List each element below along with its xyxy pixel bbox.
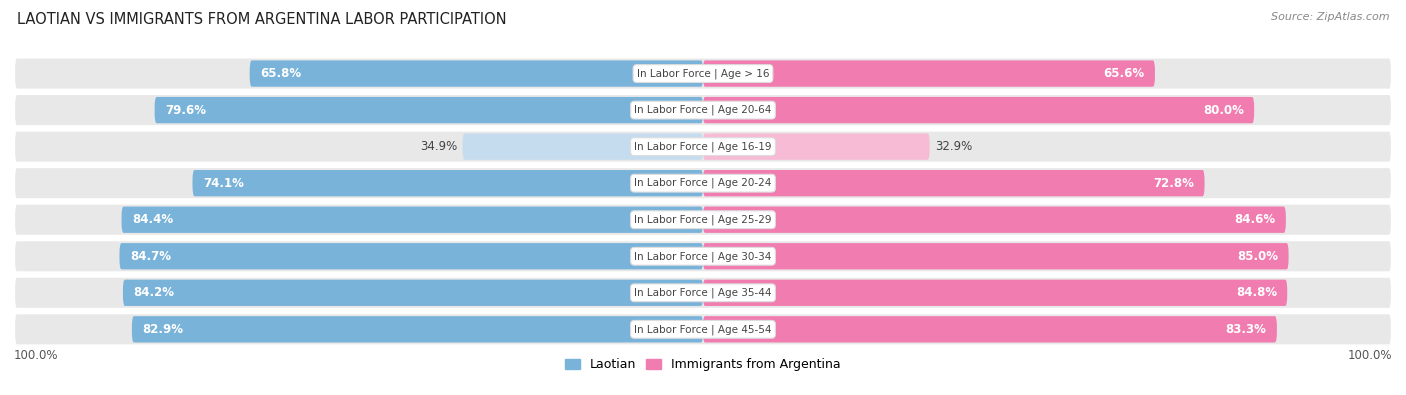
Text: 85.0%: 85.0%	[1237, 250, 1278, 263]
Text: 84.6%: 84.6%	[1234, 213, 1275, 226]
Text: 72.8%: 72.8%	[1153, 177, 1194, 190]
Text: 65.6%: 65.6%	[1104, 67, 1144, 80]
FancyBboxPatch shape	[703, 134, 929, 160]
Text: 84.2%: 84.2%	[134, 286, 174, 299]
Text: 84.8%: 84.8%	[1236, 286, 1277, 299]
FancyBboxPatch shape	[14, 240, 1392, 272]
Text: 82.9%: 82.9%	[142, 323, 183, 336]
FancyBboxPatch shape	[122, 280, 703, 306]
FancyBboxPatch shape	[703, 207, 1286, 233]
FancyBboxPatch shape	[14, 58, 1392, 90]
FancyBboxPatch shape	[155, 97, 703, 123]
FancyBboxPatch shape	[14, 131, 1392, 163]
Legend: Laotian, Immigrants from Argentina: Laotian, Immigrants from Argentina	[560, 354, 846, 376]
Text: In Labor Force | Age 20-24: In Labor Force | Age 20-24	[634, 178, 772, 188]
Text: 100.0%: 100.0%	[1347, 350, 1392, 363]
Text: In Labor Force | Age 45-54: In Labor Force | Age 45-54	[634, 324, 772, 335]
Text: In Labor Force | Age > 16: In Labor Force | Age > 16	[637, 68, 769, 79]
Text: 65.8%: 65.8%	[260, 67, 301, 80]
FancyBboxPatch shape	[703, 280, 1288, 306]
FancyBboxPatch shape	[703, 170, 1205, 196]
FancyBboxPatch shape	[132, 316, 703, 342]
FancyBboxPatch shape	[703, 97, 1254, 123]
FancyBboxPatch shape	[250, 60, 703, 87]
Text: 74.1%: 74.1%	[202, 177, 243, 190]
FancyBboxPatch shape	[703, 60, 1154, 87]
FancyBboxPatch shape	[120, 243, 703, 269]
FancyBboxPatch shape	[703, 316, 1277, 342]
Text: In Labor Force | Age 16-19: In Labor Force | Age 16-19	[634, 141, 772, 152]
Text: Source: ZipAtlas.com: Source: ZipAtlas.com	[1271, 12, 1389, 22]
Text: In Labor Force | Age 35-44: In Labor Force | Age 35-44	[634, 288, 772, 298]
FancyBboxPatch shape	[14, 94, 1392, 126]
FancyBboxPatch shape	[14, 277, 1392, 309]
FancyBboxPatch shape	[14, 167, 1392, 199]
FancyBboxPatch shape	[121, 207, 703, 233]
Text: 84.7%: 84.7%	[129, 250, 170, 263]
FancyBboxPatch shape	[14, 204, 1392, 236]
FancyBboxPatch shape	[463, 134, 703, 160]
Text: 32.9%: 32.9%	[935, 140, 973, 153]
Text: 84.4%: 84.4%	[132, 213, 173, 226]
Text: In Labor Force | Age 30-34: In Labor Force | Age 30-34	[634, 251, 772, 261]
FancyBboxPatch shape	[193, 170, 703, 196]
Text: LAOTIAN VS IMMIGRANTS FROM ARGENTINA LABOR PARTICIPATION: LAOTIAN VS IMMIGRANTS FROM ARGENTINA LAB…	[17, 12, 506, 27]
Text: 79.6%: 79.6%	[165, 103, 205, 117]
Text: In Labor Force | Age 25-29: In Labor Force | Age 25-29	[634, 214, 772, 225]
Text: 83.3%: 83.3%	[1226, 323, 1267, 336]
Text: 100.0%: 100.0%	[14, 350, 59, 363]
FancyBboxPatch shape	[703, 243, 1289, 269]
Text: In Labor Force | Age 20-64: In Labor Force | Age 20-64	[634, 105, 772, 115]
Text: 80.0%: 80.0%	[1204, 103, 1244, 117]
FancyBboxPatch shape	[14, 313, 1392, 345]
Text: 34.9%: 34.9%	[420, 140, 457, 153]
